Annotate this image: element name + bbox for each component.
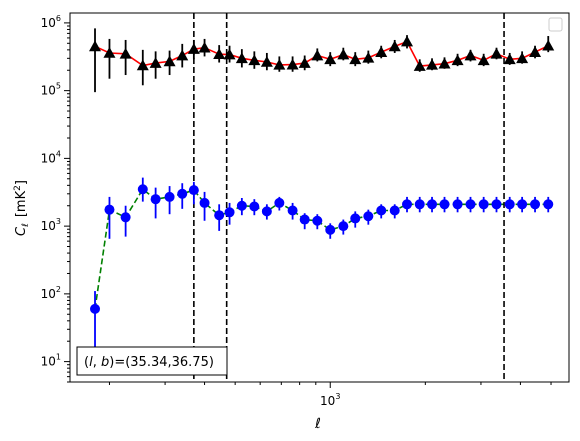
marker-1-26 [427, 199, 438, 210]
y-axis-label-unit-sup: 2 [13, 185, 23, 191]
y-axis-label-unit-close: ] [14, 180, 29, 185]
marker-0-4 [149, 57, 162, 68]
marker-0-35 [542, 39, 555, 51]
y-tick-label: 104 [41, 149, 61, 165]
y-tick-label: 101 [41, 353, 61, 369]
marker-1-28 [452, 199, 463, 210]
marker-1-11 [236, 200, 247, 211]
legend-box [548, 17, 563, 32]
marker-1-1 [104, 204, 115, 215]
marker-1-6 [177, 188, 188, 199]
y-tick-label: 102 [41, 285, 61, 301]
marker-0-30 [477, 54, 490, 66]
marker-0-18 [324, 53, 337, 65]
marker-0-17 [311, 49, 324, 61]
marker-0-2 [119, 47, 132, 59]
y-tick-label: 105 [41, 82, 61, 98]
x-tick-label: 103 [320, 392, 340, 408]
marker-0-26 [426, 58, 439, 70]
marker-0-31 [490, 47, 503, 59]
marker-1-34 [530, 199, 541, 210]
marker-1-15 [287, 205, 298, 216]
marker-1-27 [439, 199, 450, 210]
y-axis-label: Cℓ [mK2] [13, 180, 31, 236]
marker-0-34 [529, 46, 542, 57]
marker-1-24 [402, 199, 413, 210]
marker-1-12 [249, 201, 260, 212]
marker-1-29 [465, 199, 476, 210]
marker-1-8 [199, 197, 210, 208]
marker-0-27 [438, 57, 451, 69]
marker-1-30 [478, 199, 489, 210]
marker-0-24 [401, 35, 414, 47]
marker-0-16 [298, 57, 311, 68]
marker-1-19 [338, 221, 349, 232]
marker-0-0 [89, 40, 102, 52]
marker-1-10 [224, 207, 235, 218]
marker-0-10 [223, 48, 236, 60]
markers-layer [89, 35, 555, 314]
y-axis-label-unit: [mK [14, 190, 29, 217]
marker-0-28 [451, 54, 464, 66]
marker-0-12 [248, 54, 261, 66]
y-tick-label: 103 [41, 217, 61, 233]
marker-1-18 [325, 224, 336, 235]
marker-0-3 [136, 59, 149, 71]
marker-0-21 [362, 51, 375, 63]
marker-0-33 [516, 52, 529, 64]
marker-0-14 [273, 58, 286, 70]
marker-1-2 [120, 212, 131, 223]
marker-0-22 [375, 46, 388, 57]
annotation-box [76, 346, 228, 376]
marker-1-7 [188, 185, 199, 196]
marker-1-23 [389, 205, 400, 216]
svg-text:Cℓ[mK2]: Cℓ [mK2] [13, 180, 31, 236]
y-axis-label-sub: ℓ [21, 223, 31, 228]
marker-1-22 [376, 205, 387, 216]
marker-0-29 [464, 49, 477, 61]
marker-1-31 [491, 199, 502, 210]
marker-1-35 [543, 199, 554, 210]
marker-1-0 [90, 303, 101, 314]
marker-0-25 [413, 60, 426, 71]
marker-0-1 [103, 46, 116, 58]
marker-1-32 [504, 199, 515, 210]
marker-0-5 [163, 55, 176, 67]
marker-0-9 [213, 48, 226, 60]
marker-1-20 [350, 213, 361, 224]
annotation-text: (l, b)=(35.34,36.75) [84, 355, 214, 370]
marker-0-13 [260, 55, 273, 67]
marker-1-33 [517, 199, 528, 210]
marker-1-25 [414, 199, 425, 210]
marker-0-15 [286, 58, 299, 70]
plot-frame [69, 12, 570, 383]
marker-0-32 [503, 53, 516, 65]
marker-0-6 [176, 49, 189, 61]
marker-1-17 [312, 215, 323, 226]
marker-1-21 [363, 211, 374, 222]
marker-0-7 [187, 43, 200, 54]
marker-1-14 [274, 197, 285, 208]
marker-1-5 [164, 191, 175, 202]
marker-1-16 [299, 214, 310, 225]
marker-0-8 [198, 41, 211, 53]
marker-1-4 [150, 194, 161, 205]
y-tick-label: 106 [41, 14, 61, 30]
x-axis-label: ℓ [314, 416, 321, 432]
marker-1-3 [137, 184, 148, 195]
tick-labels-layer: 103 101 102 103 104 105 106 [41, 14, 341, 408]
marker-1-13 [261, 206, 272, 217]
ticks-layer [64, 22, 552, 388]
marker-0-23 [388, 40, 401, 52]
marker-1-9 [214, 210, 225, 221]
marker-0-20 [349, 53, 362, 65]
marker-0-19 [337, 48, 350, 60]
marker-0-11 [235, 52, 248, 64]
y-axis-label-main: C [14, 226, 29, 236]
